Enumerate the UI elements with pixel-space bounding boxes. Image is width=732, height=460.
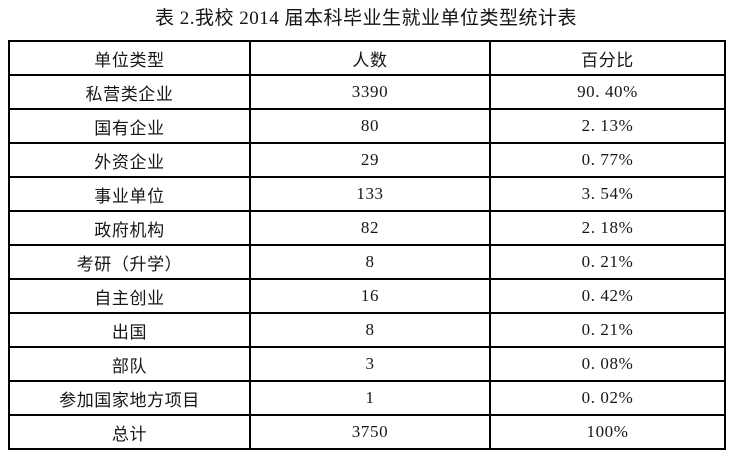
col-header-count: 人数 — [249, 40, 491, 76]
cell-unit-type: 总计 — [8, 414, 251, 450]
cell-count: 3 — [249, 346, 491, 382]
table-row: 自主创业 16 0. 42% — [8, 278, 726, 314]
cell-count: 3390 — [249, 74, 491, 110]
table-row: 事业单位 133 3. 54% — [8, 176, 726, 212]
table-row: 部队 3 0. 08% — [8, 346, 726, 382]
table-row-total: 总计 3750 100% — [8, 414, 726, 450]
table-row: 参加国家地方项目 1 0. 02% — [8, 380, 726, 416]
cell-count: 8 — [249, 244, 491, 280]
cell-count: 80 — [249, 108, 491, 144]
cell-count: 16 — [249, 278, 491, 314]
cell-unit-type: 考研（升学） — [8, 244, 251, 280]
table-row: 考研（升学） 8 0. 21% — [8, 244, 726, 280]
table-row: 政府机构 82 2. 18% — [8, 210, 726, 246]
col-header-unit-type: 单位类型 — [8, 40, 251, 76]
cell-percentage: 100% — [489, 414, 726, 450]
cell-unit-type: 参加国家地方项目 — [8, 380, 251, 416]
cell-unit-type: 部队 — [8, 346, 251, 382]
cell-unit-type: 私营类企业 — [8, 74, 251, 110]
table-row: 外资企业 29 0. 77% — [8, 142, 726, 178]
cell-count: 3750 — [249, 414, 491, 450]
cell-unit-type: 出国 — [8, 312, 251, 348]
cell-unit-type: 政府机构 — [8, 210, 251, 246]
cell-percentage: 0. 42% — [489, 278, 726, 314]
page-title: 表 2.我校 2014 届本科毕业生就业单位类型统计表 — [154, 8, 577, 29]
table-row: 出国 8 0. 21% — [8, 312, 726, 348]
cell-percentage: 0. 02% — [489, 380, 726, 416]
cell-count: 82 — [249, 210, 491, 246]
cell-percentage: 0. 21% — [489, 312, 726, 348]
cell-percentage: 0. 21% — [489, 244, 726, 280]
cell-percentage: 0. 08% — [489, 346, 726, 382]
col-header-percentage: 百分比 — [489, 40, 726, 76]
cell-unit-type: 事业单位 — [8, 176, 251, 212]
table-row: 国有企业 80 2. 13% — [8, 108, 726, 144]
cell-percentage: 3. 54% — [489, 176, 726, 212]
cell-count: 1 — [249, 380, 491, 416]
cell-count: 8 — [249, 312, 491, 348]
cell-count: 133 — [249, 176, 491, 212]
cell-unit-type: 外资企业 — [8, 142, 251, 178]
cell-percentage: 2. 18% — [489, 210, 726, 246]
cell-percentage: 0. 77% — [489, 142, 726, 178]
cell-count: 29 — [249, 142, 491, 178]
cell-unit-type: 自主创业 — [8, 278, 251, 314]
cell-percentage: 90. 40% — [489, 74, 726, 110]
cell-percentage: 2. 13% — [489, 108, 726, 144]
employment-statistics-table: 单位类型 人数 百分比 私营类企业 3390 90. 40% 国有企业 80 2… — [8, 40, 726, 450]
table-header-row: 单位类型 人数 百分比 — [8, 40, 726, 76]
table-row: 私营类企业 3390 90. 40% — [8, 74, 726, 110]
cell-unit-type: 国有企业 — [8, 108, 251, 144]
